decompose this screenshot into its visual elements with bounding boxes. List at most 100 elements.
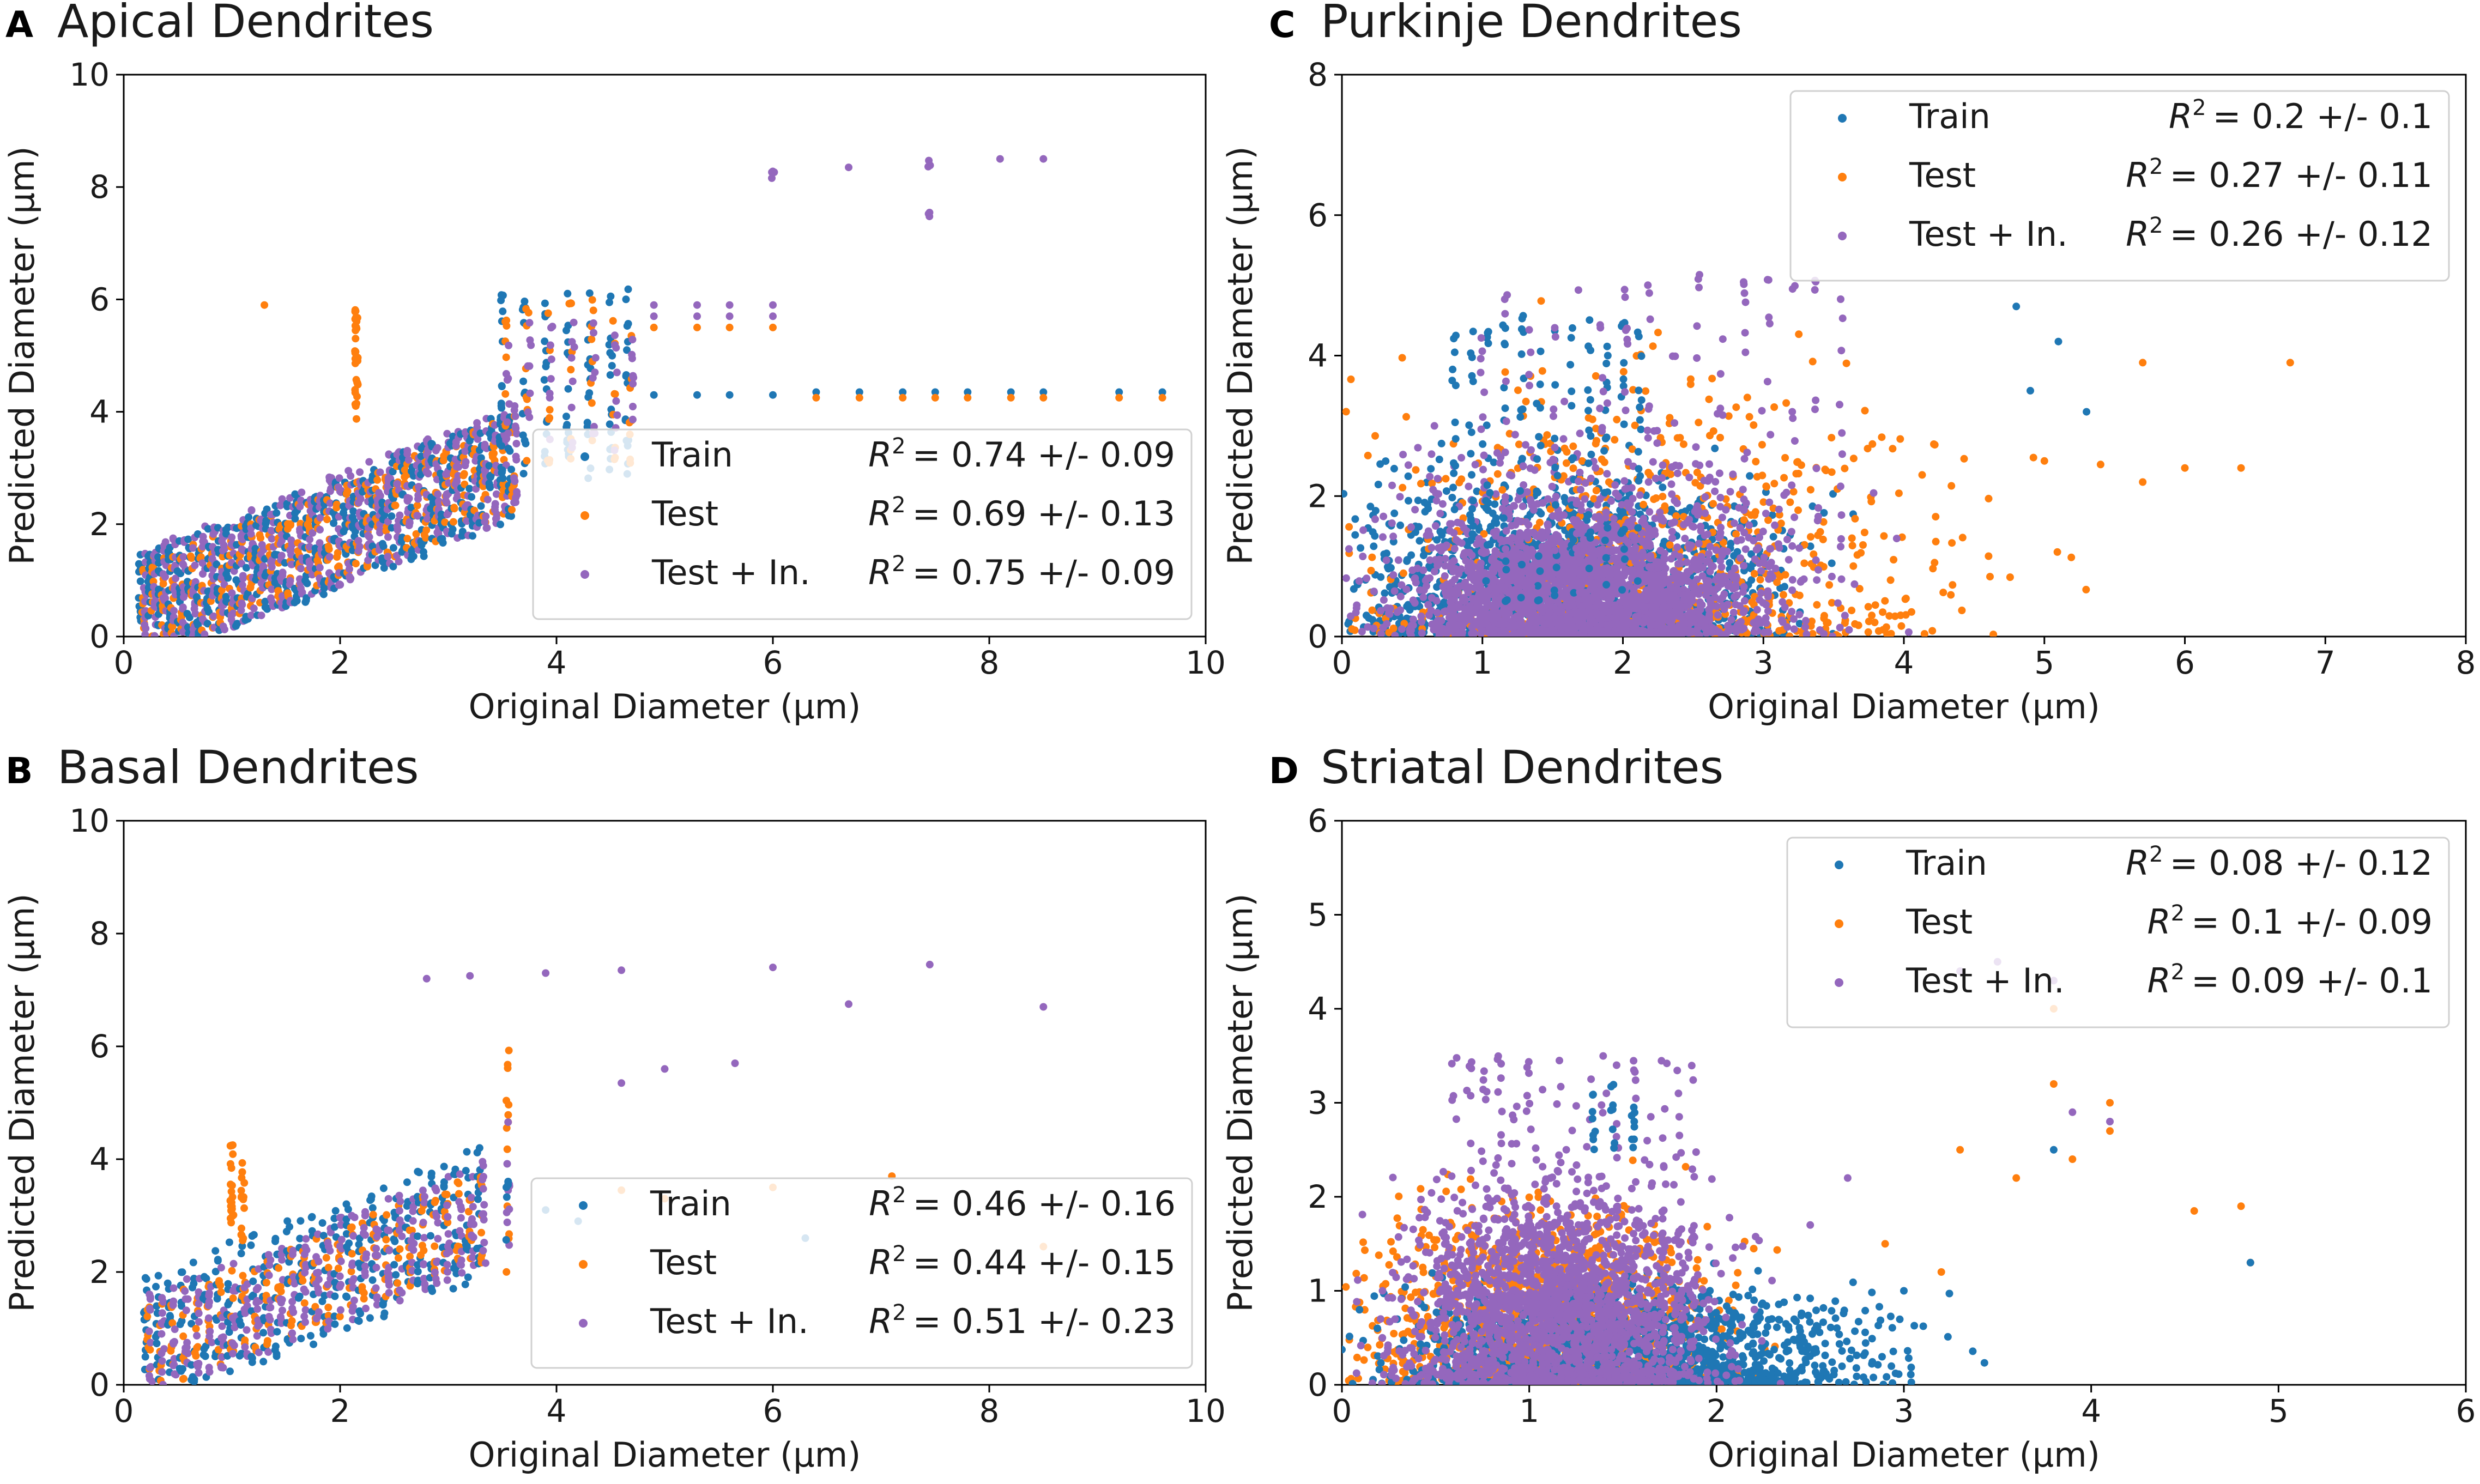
- scatter-point: [410, 1239, 418, 1247]
- scatter-point: [507, 465, 516, 474]
- scatter-point: [407, 504, 415, 512]
- legend-box: [530, 1177, 1193, 1369]
- scatter-point: [418, 445, 426, 453]
- scatter-point: [503, 322, 511, 330]
- scatter-point: [526, 389, 534, 397]
- scatter-point: [176, 1365, 184, 1373]
- y-tick-label: 6: [1308, 197, 1328, 234]
- scatter-point: [277, 1313, 285, 1322]
- scatter-point: [349, 507, 358, 516]
- scatter-point: [449, 518, 457, 526]
- scatter-point: [239, 1237, 247, 1245]
- scatter-point: [438, 535, 446, 543]
- scatter-point: [171, 1370, 179, 1378]
- scatter-point: [383, 1211, 391, 1219]
- scatter-point: [502, 1236, 510, 1244]
- y-tick-label: 4: [89, 393, 110, 431]
- legend-r2-symbol: R: [868, 494, 892, 534]
- scatter-point: [339, 502, 347, 511]
- scatter-point: [150, 632, 159, 637]
- legend-r2-exponent: 2: [892, 1300, 906, 1325]
- scatter-point: [337, 1235, 346, 1244]
- scatter-point: [220, 580, 228, 589]
- scatter-point: [486, 473, 494, 480]
- scatter-point: [352, 560, 360, 568]
- scatter-point: [324, 1239, 332, 1247]
- scatter-point: [845, 1000, 852, 1008]
- scatter-point: [205, 1368, 214, 1376]
- scatter-point: [1813, 601, 1821, 609]
- x-tick-label: 2: [330, 644, 350, 681]
- scatter-point: [628, 415, 637, 423]
- scatter-point: [585, 389, 594, 397]
- scatter-point: [931, 393, 939, 402]
- scatter-point: [277, 1299, 285, 1307]
- scatter-point: [300, 1312, 309, 1321]
- scatter-point: [1522, 397, 1530, 405]
- scatter-point: [342, 1230, 350, 1238]
- scatter-point: [191, 561, 199, 570]
- scatter-point: [279, 568, 287, 577]
- scatter-point: [585, 289, 594, 297]
- scatter-point: [203, 620, 211, 628]
- scatter-point: [2053, 548, 2061, 556]
- scatter-point: [373, 1301, 381, 1309]
- scatter-point: [316, 525, 324, 534]
- scatter-point: [314, 1269, 322, 1276]
- scatter-point: [287, 536, 295, 544]
- scatter-point: [505, 400, 513, 408]
- scatter-point: [171, 1338, 178, 1346]
- scatter-point: [1740, 516, 1748, 524]
- scatter-point: [1402, 413, 1410, 421]
- scatter-point: [420, 548, 427, 556]
- scatter-point: [350, 1297, 358, 1305]
- scatter-point: [606, 298, 613, 306]
- scatter-point: [1586, 500, 1594, 508]
- scatter-point: [247, 1353, 256, 1361]
- scatter-point: [318, 1219, 326, 1227]
- scatter-point: [463, 1148, 471, 1156]
- x-tick-label: 10: [1185, 644, 1226, 681]
- scatter-point: [279, 1306, 286, 1315]
- scatter-point: [396, 1197, 404, 1206]
- scatter-point: [409, 1217, 417, 1225]
- scatter-point: [179, 1375, 187, 1383]
- scatter-point: [229, 1211, 238, 1219]
- scatter-point: [287, 560, 295, 568]
- scatter-point: [513, 429, 521, 438]
- scatter-point: [523, 395, 531, 403]
- scatter-point: [454, 472, 462, 480]
- scatter-point: [240, 1193, 247, 1201]
- scatter-point: [414, 491, 422, 499]
- scatter-point: [453, 1178, 462, 1186]
- scatter-point: [542, 969, 550, 977]
- scatter-point: [226, 1367, 234, 1376]
- scatter-point: [422, 526, 431, 534]
- y-tick-label: 10: [69, 56, 110, 93]
- scatter-point: [540, 376, 548, 384]
- scatter-point: [342, 1215, 350, 1223]
- scatter-point: [235, 1317, 244, 1325]
- scatter-point: [395, 558, 403, 566]
- scatter-point: [1810, 550, 1818, 558]
- scatter-point: [178, 1317, 186, 1325]
- chart-title: Purkinje Dendrites: [1321, 0, 1742, 48]
- scatter-point: [1351, 531, 1359, 539]
- scatter-point: [337, 1257, 345, 1265]
- scatter-point: [444, 1213, 452, 1221]
- legend-r2: R2 = 0.75 +/- 0.09: [868, 552, 1175, 592]
- scatter-point: [1855, 585, 1864, 593]
- scatter-point: [294, 1294, 303, 1302]
- scatter-point: [1399, 569, 1407, 577]
- scatter-point: [1437, 439, 1445, 447]
- scatter-point: [326, 499, 334, 507]
- scatter-point: [769, 301, 777, 309]
- legend-r2-exponent: 2: [892, 434, 905, 459]
- scatter-point: [170, 1361, 178, 1369]
- scatter-point: [480, 1239, 488, 1246]
- scatter-point: [650, 312, 658, 320]
- scatter-point: [610, 331, 619, 340]
- scatter-point: [253, 1297, 261, 1305]
- scatter-point: [432, 1275, 440, 1283]
- scatter-point: [336, 1306, 344, 1314]
